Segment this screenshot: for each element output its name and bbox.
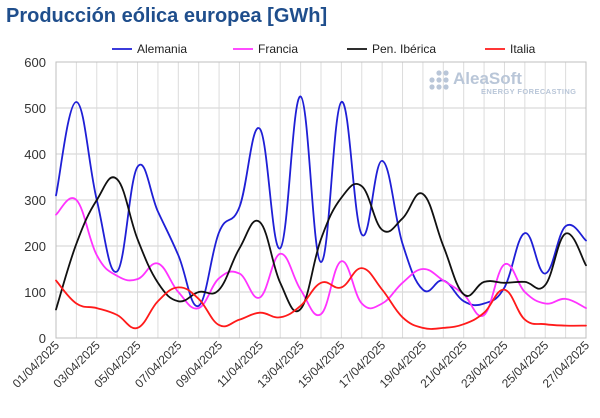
series-line-pen-iberica: [55, 176, 587, 313]
legend-label: Alemania: [137, 42, 187, 56]
series-line-italia: [55, 267, 587, 330]
series-line-francia: [55, 197, 587, 318]
x-axis: 01/04/202503/04/202505/04/202507/04/2025…: [10, 338, 593, 391]
y-tick-label: 500: [24, 101, 46, 116]
legend-label: Pen. Ibérica: [372, 42, 436, 56]
legend-item: Italia: [485, 42, 536, 56]
logo-tagline: ENERGY FORECASTING: [481, 87, 576, 96]
plot-frame: [55, 61, 587, 339]
y-tick-label: 300: [24, 193, 46, 208]
y-tick-label: 600: [24, 55, 46, 70]
logo-icon: [429, 70, 449, 90]
y-axis: 0 100 200 300 400 500 600: [24, 55, 46, 346]
y-tick-label: 100: [24, 285, 46, 300]
gridlines: [55, 61, 587, 339]
legend-label: Francia: [258, 42, 298, 56]
legend-item: Francia: [233, 42, 298, 56]
legend-label: Italia: [510, 42, 536, 56]
series-line-alemania: [55, 95, 587, 307]
y-tick-label: 200: [24, 239, 46, 254]
legend-item: Pen. Ibérica: [347, 42, 436, 56]
series-lines: [55, 95, 587, 330]
legend-item: Alemania: [112, 42, 187, 56]
logo-name: AleaSoft: [453, 69, 522, 88]
legend: Alemania Francia Pen. Ibérica Italia: [112, 42, 536, 56]
y-tick-label: 400: [24, 147, 46, 162]
chart-title: Producción eólica europea [GWh]: [6, 5, 328, 27]
y-tick-label: 0: [39, 331, 46, 346]
aleasoft-logo: AleaSoft ENERGY FORECASTING: [429, 69, 576, 96]
